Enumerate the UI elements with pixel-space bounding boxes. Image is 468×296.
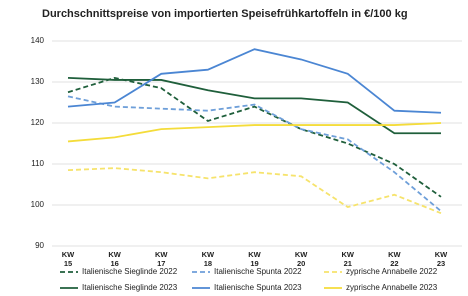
- legend-label: Italienische Spunta 2022: [214, 267, 302, 276]
- y-tick-label: 110: [31, 159, 44, 168]
- x-tick-label: KW 17: [155, 250, 168, 268]
- series-line: [67, 95, 442, 212]
- y-tick-label: 130: [31, 77, 45, 86]
- legend-label: Italienische Spunta 2023: [214, 283, 302, 292]
- series-line: [67, 77, 441, 135]
- y-tick-label: 120: [31, 118, 45, 127]
- x-tick-label: KW 23: [434, 250, 448, 268]
- x-tick-label: KW 18: [201, 250, 215, 268]
- series-line: [67, 48, 442, 114]
- y-tick-label: 90: [35, 241, 44, 250]
- x-tick-label: KW 15: [61, 250, 75, 268]
- legend-label: zyprische Annabelle 2022: [346, 267, 438, 276]
- x-tick-label: KW 19: [248, 250, 261, 268]
- x-tick-label: KW 21: [341, 250, 355, 268]
- series-line: [67, 122, 442, 143]
- y-tick-label: 100: [31, 200, 45, 209]
- legend-label: Italienische Sieglinde 2022: [82, 267, 178, 276]
- x-tick-label: KW 20: [294, 250, 308, 268]
- chart-title: Durchschnittspreise von importierten Spe…: [42, 8, 408, 20]
- x-tick-label: KW 22: [388, 250, 401, 268]
- series-line: [67, 76, 442, 198]
- y-tick-label: 140: [31, 36, 45, 45]
- x-tick-label: KW 16: [108, 250, 121, 268]
- legend-label: Italienische Sieglinde 2023: [82, 283, 178, 292]
- legend-label: zyprische Annabelle 2023: [346, 283, 438, 292]
- series-line: [67, 167, 442, 215]
